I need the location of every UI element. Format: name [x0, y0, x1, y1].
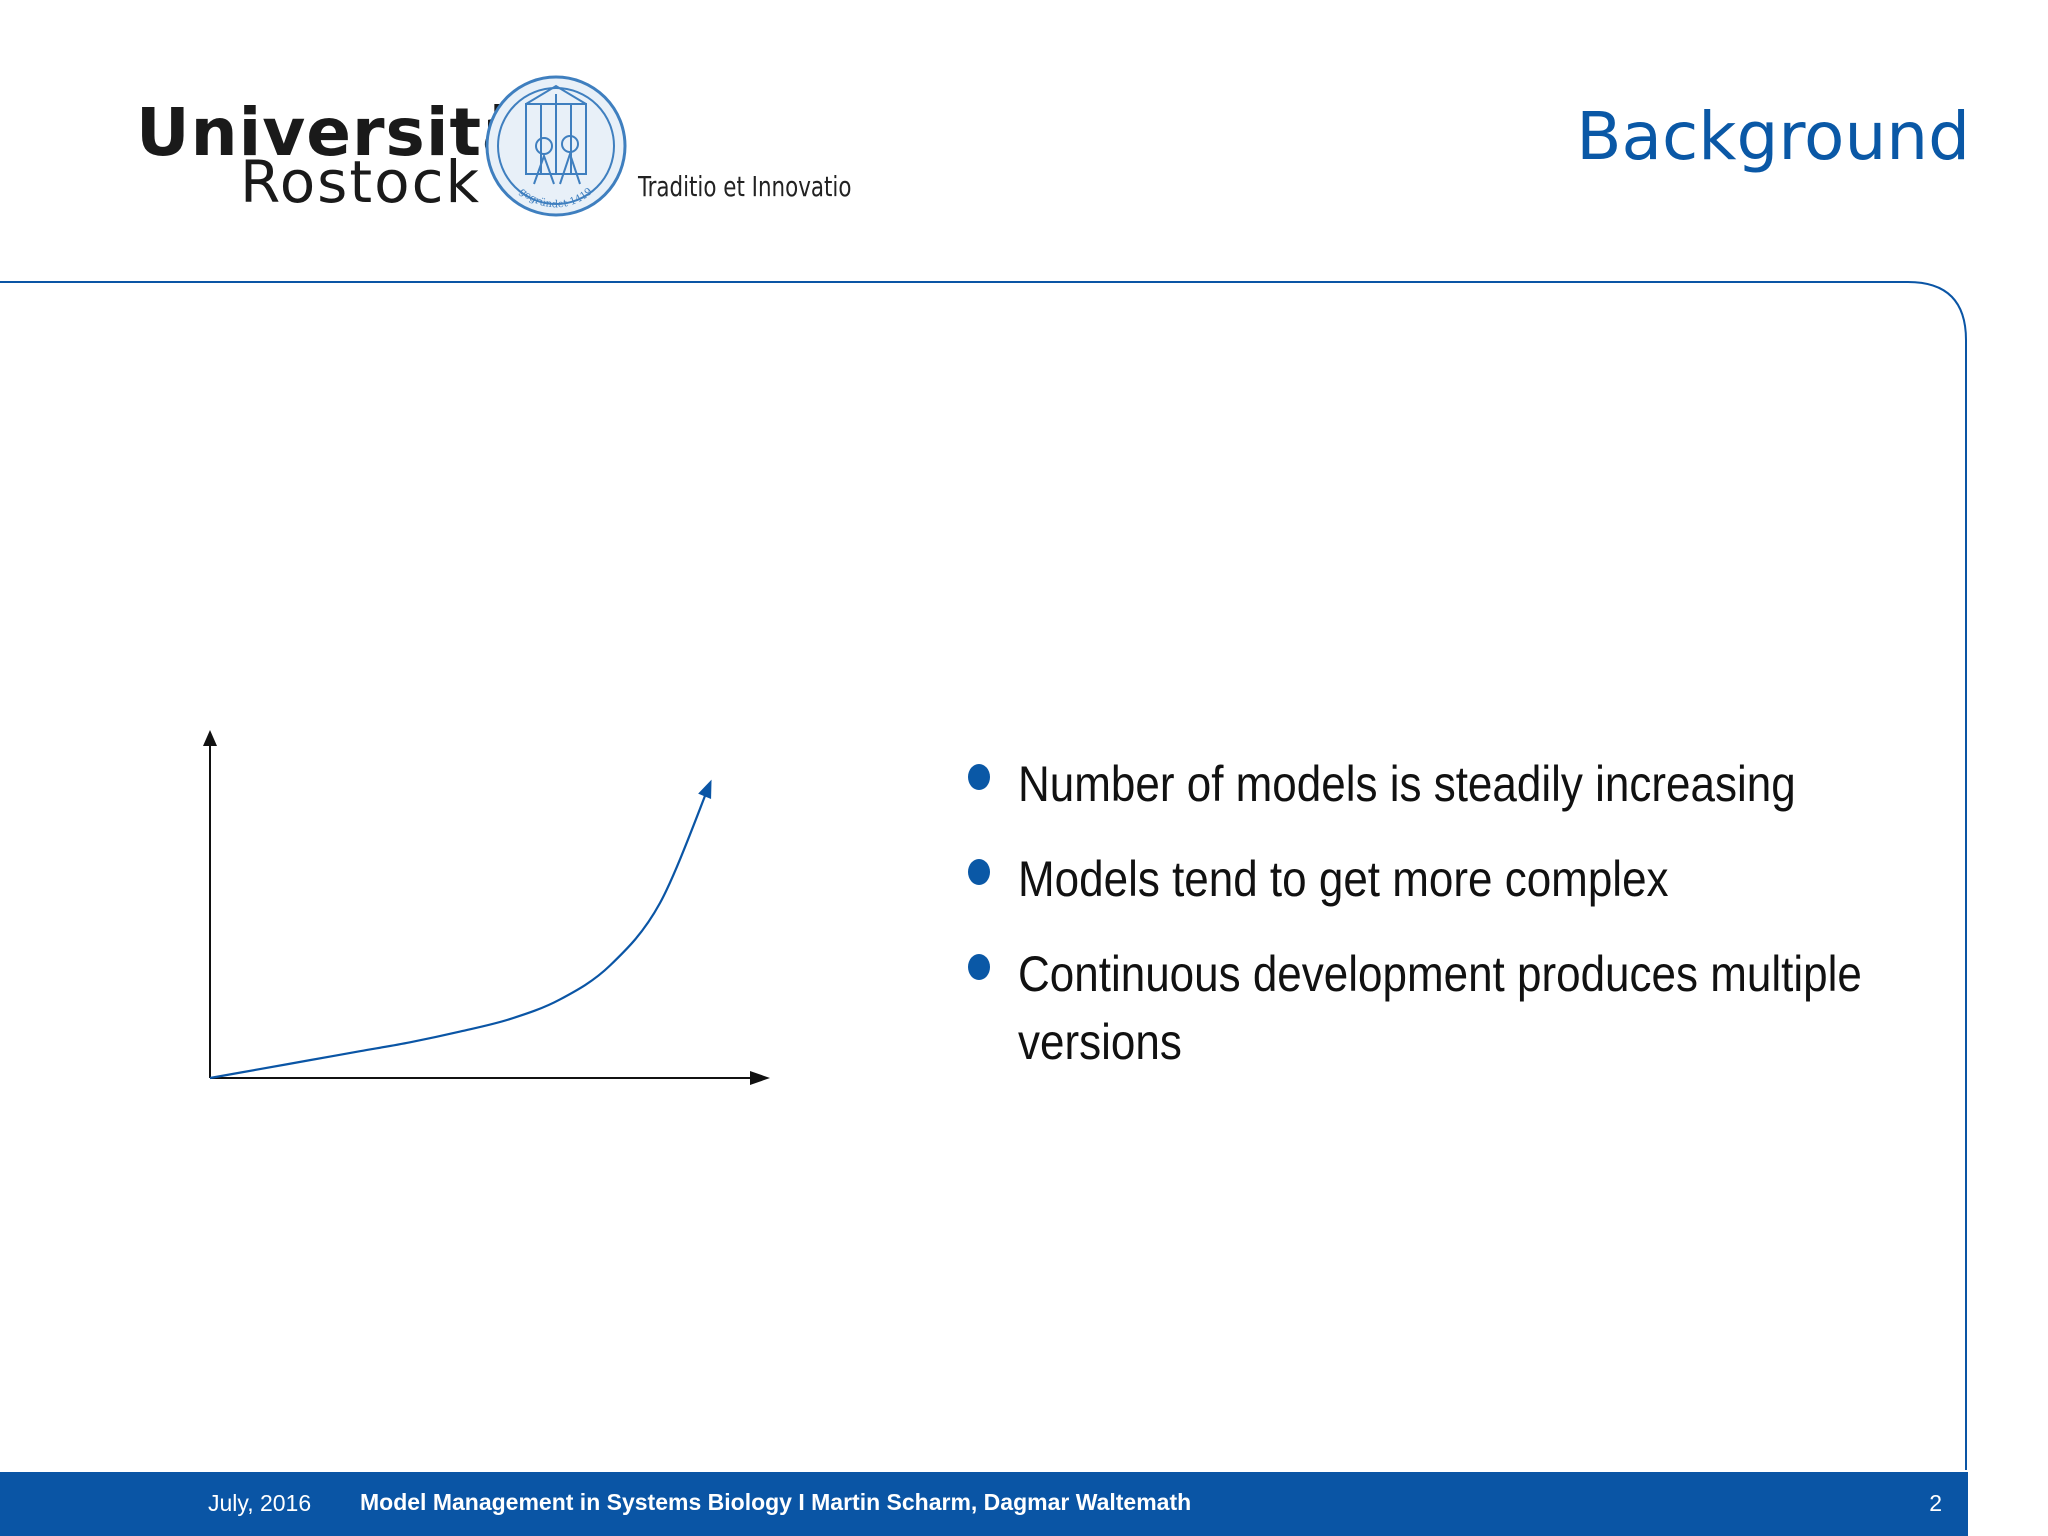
bullet-item: Continuous development produces multiple… — [960, 940, 1960, 1076]
bullet-dot-icon — [968, 764, 990, 790]
x-axis-arrow-icon — [750, 1071, 770, 1085]
page-number: 2 — [1929, 1490, 1942, 1516]
bullet-item: Models tend to get more complex — [960, 845, 1960, 913]
bullet-item: Number of models is steadily increasing — [960, 750, 1960, 818]
bullet-dot-icon — [968, 954, 990, 980]
university-motto: Traditio et Innovatio — [638, 170, 852, 203]
footer-bar: July, 2016 Model Management in Systems B… — [0, 1472, 1968, 1536]
logo-line-2: Rostock — [240, 148, 482, 216]
slide-title: Background — [1576, 98, 1970, 175]
y-axis-arrow-icon — [203, 730, 217, 746]
curve-arrow-icon — [698, 779, 712, 799]
bullet-dot-icon — [968, 859, 990, 885]
growth-curve — [209, 782, 712, 1080]
footer-date: July, 2016 — [208, 1490, 312, 1516]
university-seal-icon: gegründet 1419 — [485, 75, 627, 217]
bullet-list: Number of models is steadily increasing … — [960, 750, 1960, 1103]
growth-chart — [203, 730, 770, 1085]
footer-talk-title: Model Management in Systems Biology I Ma… — [360, 1489, 1192, 1515]
